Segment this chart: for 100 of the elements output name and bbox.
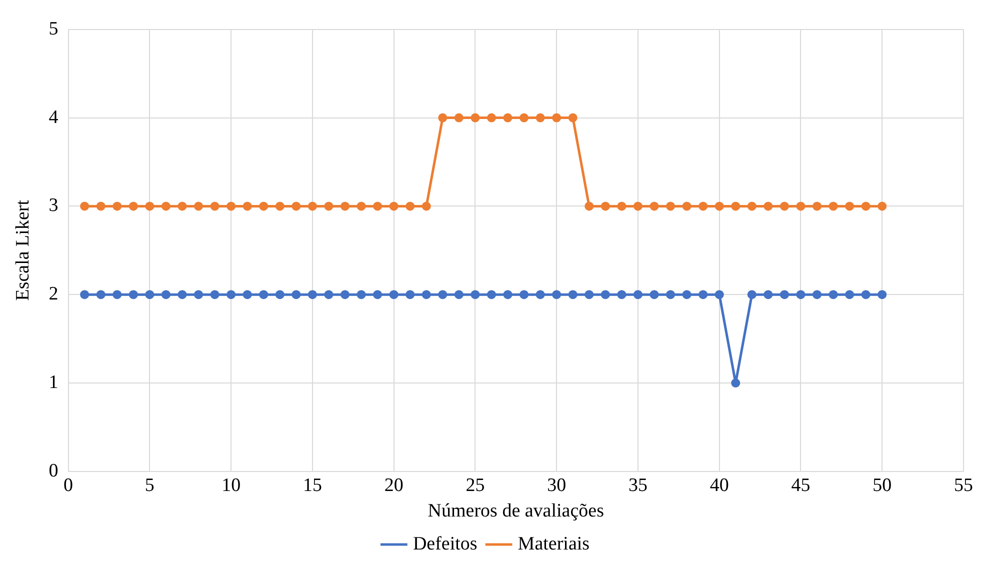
point [698, 290, 708, 300]
point [356, 290, 366, 300]
point [780, 202, 789, 211]
point [878, 202, 887, 211]
point [161, 202, 170, 211]
point [128, 290, 138, 300]
point [275, 202, 284, 211]
point [568, 113, 578, 122]
point [406, 290, 415, 300]
x-tick-label: 10 [222, 474, 241, 496]
x-tick-label: 20 [384, 474, 404, 496]
legend-label: Materiais [518, 533, 590, 554]
point [112, 290, 122, 300]
point [145, 202, 154, 211]
point [828, 290, 838, 300]
point [666, 202, 676, 211]
point [373, 202, 382, 211]
point [861, 290, 870, 300]
point [682, 290, 692, 300]
point [617, 290, 626, 300]
point [210, 290, 220, 300]
point [650, 202, 659, 211]
point [80, 202, 90, 211]
point [389, 290, 398, 300]
point [178, 290, 187, 300]
point [714, 202, 724, 211]
x-tick-label: 50 [872, 474, 892, 496]
y-tick-label: 1 [48, 372, 58, 393]
point [552, 113, 562, 122]
point [780, 290, 789, 300]
point [520, 290, 529, 300]
point [633, 202, 642, 211]
point [812, 290, 822, 300]
point [861, 202, 870, 211]
point [714, 290, 724, 300]
x-tick-label: 30 [547, 474, 566, 496]
y-axis-title: Escala Likert [12, 199, 34, 301]
point [796, 290, 806, 300]
x-tick-label: 0 [64, 474, 74, 496]
point [292, 290, 301, 300]
point [600, 290, 610, 300]
point [438, 290, 448, 300]
point [666, 290, 676, 300]
point [812, 202, 822, 211]
point [340, 290, 350, 300]
point [422, 202, 431, 211]
point [275, 290, 284, 300]
y-tick-label: 2 [48, 284, 58, 305]
point [324, 202, 334, 211]
point [503, 290, 512, 300]
point [845, 290, 854, 300]
point [308, 202, 317, 211]
x-axis-title: Números de avaliações [428, 500, 604, 522]
point [308, 290, 317, 300]
point [161, 290, 170, 300]
point [731, 202, 740, 211]
point [406, 202, 415, 211]
point [178, 202, 187, 211]
point [845, 202, 854, 211]
point [194, 202, 204, 211]
point [878, 290, 887, 300]
y-tick-label: 0 [48, 460, 58, 482]
y-tick-label: 4 [48, 106, 59, 128]
x-tick-label: 15 [302, 474, 322, 496]
point [242, 290, 252, 300]
point [259, 290, 268, 300]
point [292, 202, 301, 211]
point [96, 290, 106, 300]
x-tick-label: 55 [954, 474, 973, 496]
point [552, 290, 562, 300]
point [600, 202, 610, 211]
point [682, 202, 692, 211]
point [422, 290, 431, 300]
point [454, 113, 464, 122]
point [568, 290, 578, 300]
point [373, 290, 382, 300]
legend-label: Defeitos [412, 533, 478, 554]
point [698, 202, 708, 211]
point [584, 290, 594, 300]
point [520, 113, 529, 122]
point [796, 202, 806, 211]
x-tick-label: 5 [144, 474, 154, 496]
point [470, 113, 480, 122]
point [96, 202, 106, 211]
point [242, 202, 252, 211]
x-tick-label: 45 [791, 474, 810, 496]
point [145, 290, 154, 300]
point [340, 202, 350, 211]
x-tick-label: 40 [710, 474, 729, 496]
point [226, 202, 236, 211]
point [486, 113, 496, 122]
y-tick-label: 5 [48, 18, 58, 40]
x-tick-label: 35 [628, 474, 648, 496]
point [194, 290, 204, 300]
point [747, 290, 756, 300]
point [764, 290, 773, 300]
point [324, 290, 334, 300]
point [80, 290, 90, 300]
point [536, 290, 545, 300]
point [389, 202, 398, 211]
